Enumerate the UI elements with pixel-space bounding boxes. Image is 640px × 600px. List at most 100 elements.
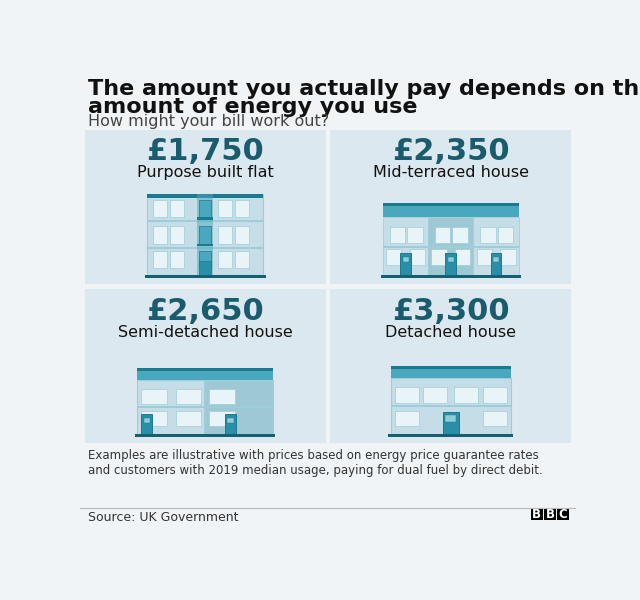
Bar xyxy=(199,260,211,275)
Bar xyxy=(407,227,422,243)
Bar xyxy=(199,226,211,244)
Bar xyxy=(141,414,152,434)
Bar xyxy=(227,418,234,423)
Bar xyxy=(204,380,206,434)
Text: C: C xyxy=(559,508,568,521)
Bar xyxy=(381,275,521,278)
Text: Source: UK Government: Source: UK Government xyxy=(88,511,238,524)
Bar xyxy=(410,249,425,265)
Bar xyxy=(483,410,507,426)
Bar xyxy=(209,389,235,404)
Bar xyxy=(153,200,167,217)
Bar xyxy=(135,434,275,437)
Bar xyxy=(170,200,184,217)
Bar xyxy=(209,411,235,426)
Bar xyxy=(386,249,401,265)
Bar xyxy=(138,368,273,371)
Bar xyxy=(218,200,232,217)
Bar xyxy=(225,414,236,434)
Bar xyxy=(443,412,459,434)
Text: How might your bill work out?: How might your bill work out? xyxy=(88,113,329,128)
Bar xyxy=(147,220,263,222)
Bar xyxy=(175,389,202,404)
Bar xyxy=(391,366,511,369)
Bar xyxy=(170,226,184,244)
Bar xyxy=(138,406,273,408)
Bar xyxy=(391,406,511,407)
Bar xyxy=(170,251,184,268)
Bar xyxy=(395,388,419,403)
Text: Semi-detached house: Semi-detached house xyxy=(118,325,292,340)
Bar xyxy=(391,366,511,379)
Bar xyxy=(383,246,518,248)
Bar xyxy=(199,200,211,217)
Bar xyxy=(395,410,419,426)
Bar xyxy=(483,388,507,403)
Text: The amount you actually pay depends on the: The amount you actually pay depends on t… xyxy=(88,79,640,99)
Bar xyxy=(84,130,326,284)
Bar xyxy=(147,194,263,275)
Bar xyxy=(445,253,456,275)
Bar xyxy=(403,257,409,262)
Bar xyxy=(435,227,451,243)
Bar xyxy=(390,227,405,243)
Bar xyxy=(452,227,468,243)
Text: Mid-terraced house: Mid-terraced house xyxy=(373,165,529,180)
Text: £2,350: £2,350 xyxy=(392,137,509,166)
Bar xyxy=(218,251,232,268)
Bar xyxy=(431,249,447,265)
Bar xyxy=(209,411,235,426)
Text: Purpose built flat: Purpose built flat xyxy=(137,165,273,180)
Text: Detached house: Detached house xyxy=(385,325,516,340)
Bar xyxy=(330,130,572,284)
Bar xyxy=(153,226,167,244)
Bar xyxy=(138,368,273,380)
Bar xyxy=(235,226,248,244)
Bar xyxy=(491,253,502,275)
Bar xyxy=(235,200,248,217)
Bar xyxy=(493,257,499,262)
Bar xyxy=(175,411,202,426)
Bar xyxy=(143,418,150,423)
Bar xyxy=(531,509,543,520)
Bar xyxy=(197,244,213,246)
Bar xyxy=(84,289,326,443)
Bar xyxy=(544,509,556,520)
Bar xyxy=(400,253,411,275)
Bar xyxy=(197,194,213,275)
Text: £2,650: £2,650 xyxy=(147,297,264,326)
Bar xyxy=(235,251,248,268)
Text: Examples are illustrative with prices based on energy price guarantee rates
and : Examples are illustrative with prices ba… xyxy=(88,449,543,478)
Text: amount of energy you use: amount of energy you use xyxy=(88,97,417,116)
Bar xyxy=(145,275,266,278)
Text: B: B xyxy=(532,508,541,521)
Bar xyxy=(153,251,167,268)
Bar xyxy=(218,226,232,244)
Bar xyxy=(197,217,213,220)
Bar xyxy=(205,380,273,434)
Bar xyxy=(454,388,478,403)
Bar xyxy=(448,257,454,262)
Bar xyxy=(428,217,474,275)
Text: B: B xyxy=(545,508,554,521)
Bar xyxy=(147,247,263,248)
Bar xyxy=(455,249,470,265)
Bar xyxy=(383,203,518,206)
Bar xyxy=(141,389,167,404)
Bar xyxy=(388,434,513,437)
Bar xyxy=(391,379,511,434)
Bar xyxy=(383,203,518,217)
Bar xyxy=(474,217,518,275)
Bar xyxy=(383,217,428,275)
Bar xyxy=(557,509,569,520)
Bar xyxy=(500,249,516,265)
Bar xyxy=(445,415,456,422)
Bar xyxy=(477,249,492,265)
Bar xyxy=(147,194,263,198)
Bar xyxy=(141,411,167,426)
Text: £1,750: £1,750 xyxy=(147,137,264,166)
Bar xyxy=(497,227,513,243)
Bar xyxy=(138,380,205,434)
Bar xyxy=(330,289,572,443)
Bar xyxy=(423,388,447,403)
